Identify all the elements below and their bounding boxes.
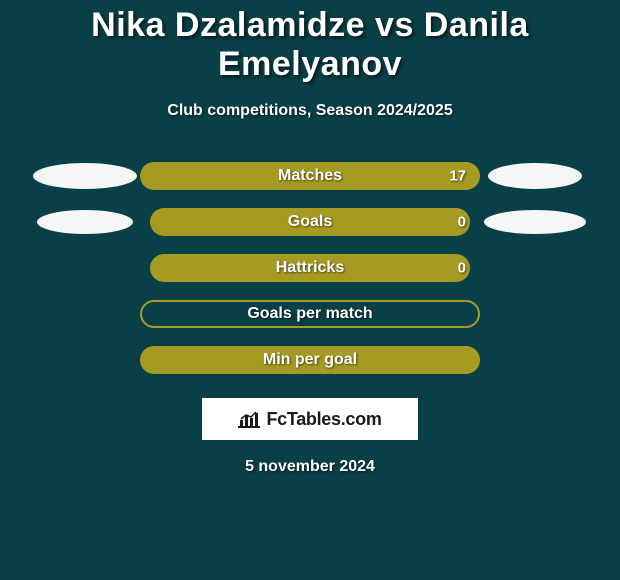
left-ellipse-slot [30,162,140,190]
date-label: 5 november 2024 [0,458,620,476]
chart-icon [238,410,260,428]
stat-bar: Goals per match [140,300,480,328]
stat-row: Min per goal [0,346,620,374]
right-ellipse-slot [480,162,590,190]
subtitle: Club competitions, Season 2024/2025 [0,102,620,120]
stat-rows: Matches 17 Goals 0 Hattricks 0 Goals per match… [0,162,620,374]
stat-value: 0 [458,214,466,231]
stat-value: 0 [458,260,466,277]
stat-bar: Matches 17 [140,162,480,190]
right-ellipse-slot [480,254,590,282]
right-ellipse-slot [480,346,590,374]
stat-value: 17 [449,168,466,185]
stat-label: Goals per match [247,305,372,323]
stat-row: Hattricks 0 [0,254,620,282]
left-ellipse-slot [30,346,140,374]
logo-text: FcTables.com [266,409,381,430]
page-title: Nika Dzalamidze vs Danila Emelyanov [0,6,620,84]
stat-row: Matches 17 [0,162,620,190]
stat-label: Matches [278,167,342,185]
stat-bar: Hattricks 0 [140,254,480,282]
logo-badge: FcTables.com [202,398,418,440]
stat-bar: Min per goal [140,346,480,374]
stat-label: Goals [288,213,332,231]
right-ellipse [484,210,586,234]
left-ellipse-slot [30,254,140,282]
left-ellipse-slot [30,208,140,236]
left-ellipse [37,210,133,234]
right-ellipse [488,163,582,189]
left-ellipse [33,163,137,189]
stat-label: Hattricks [276,259,344,277]
stat-row: Goals per match [0,300,620,328]
stat-row: Goals 0 [0,208,620,236]
stat-bar: Goals 0 [140,208,480,236]
stats-card: Nika Dzalamidze vs Danila Emelyanov Club… [0,0,620,476]
right-ellipse-slot [480,300,590,328]
stat-label: Min per goal [263,351,357,369]
left-ellipse-slot [30,300,140,328]
right-ellipse-slot [480,208,590,236]
